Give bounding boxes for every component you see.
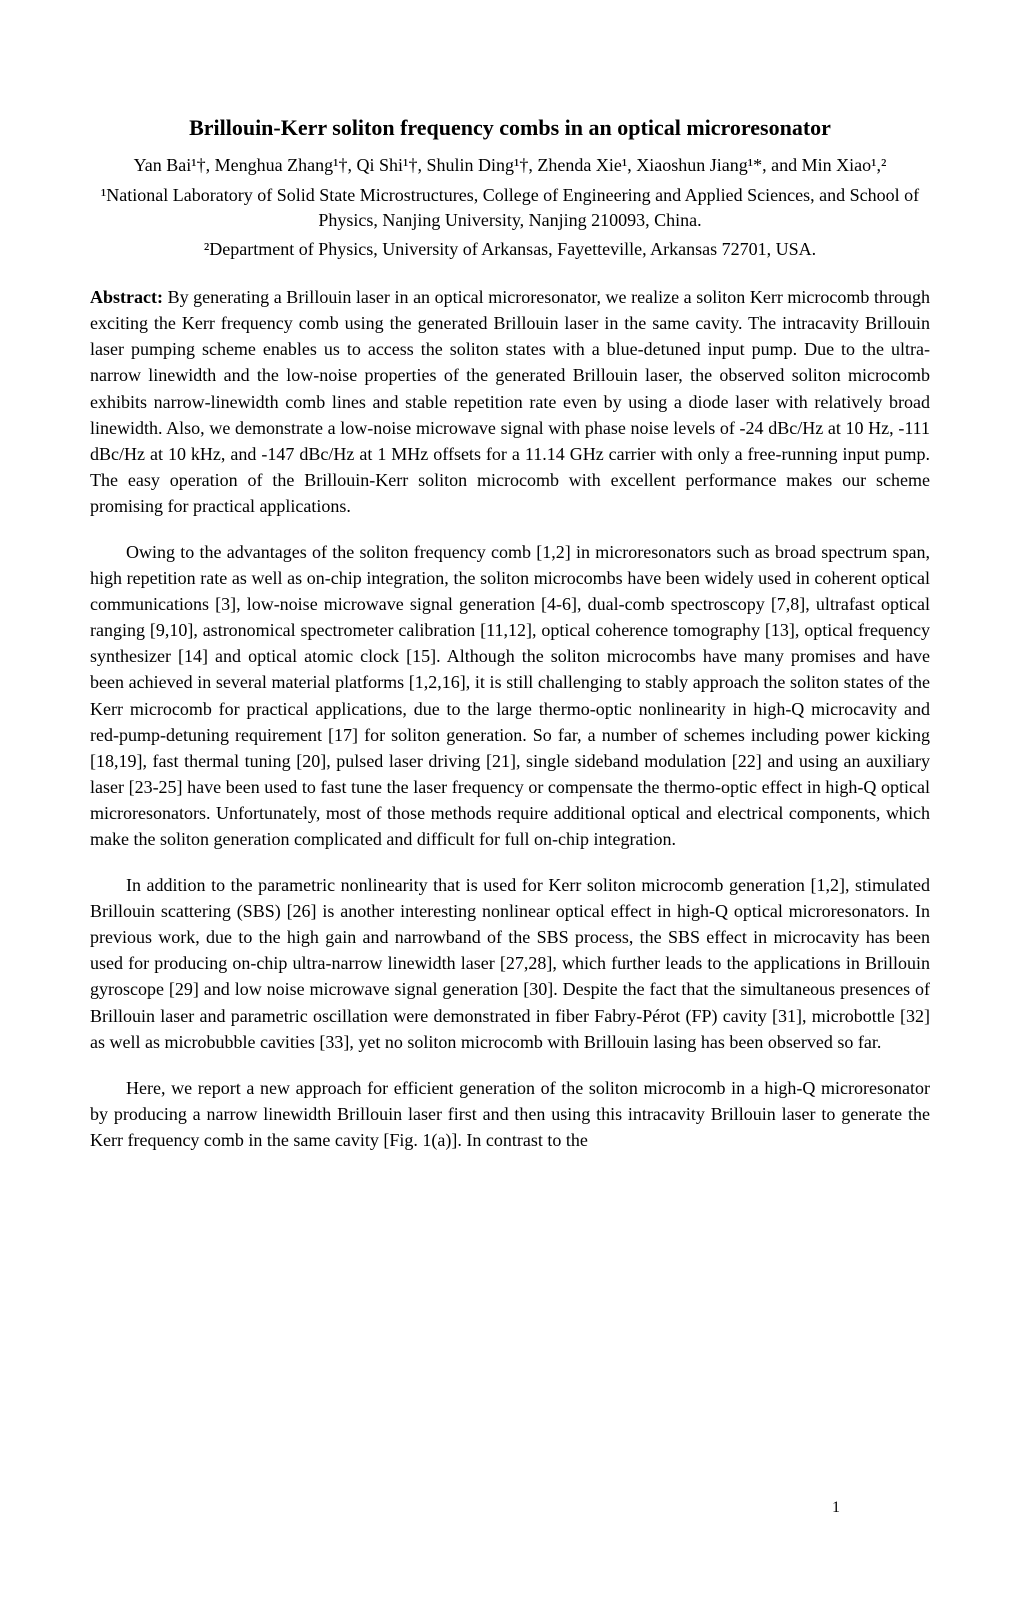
affiliation-1: ¹National Laboratory of Solid State Micr…: [90, 183, 930, 233]
abstract: Abstract: By generating a Brillouin lase…: [90, 284, 930, 519]
affiliation-2: ²Department of Physics, University of Ar…: [90, 237, 930, 262]
body-paragraph-2: In addition to the parametric nonlineari…: [90, 872, 930, 1055]
page-title: Brillouin-Kerr soliton frequency combs i…: [90, 115, 930, 141]
authors-line: Yan Bai¹†, Menghua Zhang¹†, Qi Shi¹†, Sh…: [90, 153, 930, 178]
body-paragraph-1: Owing to the advantages of the soliton f…: [90, 539, 930, 852]
abstract-label: Abstract:: [90, 287, 163, 307]
body-paragraph-3: Here, we report a new approach for effic…: [90, 1075, 930, 1153]
abstract-text: By generating a Brillouin laser in an op…: [90, 287, 930, 516]
page-number: 1: [832, 1498, 840, 1517]
page: Brillouin-Kerr soliton frequency combs i…: [90, 115, 930, 1557]
